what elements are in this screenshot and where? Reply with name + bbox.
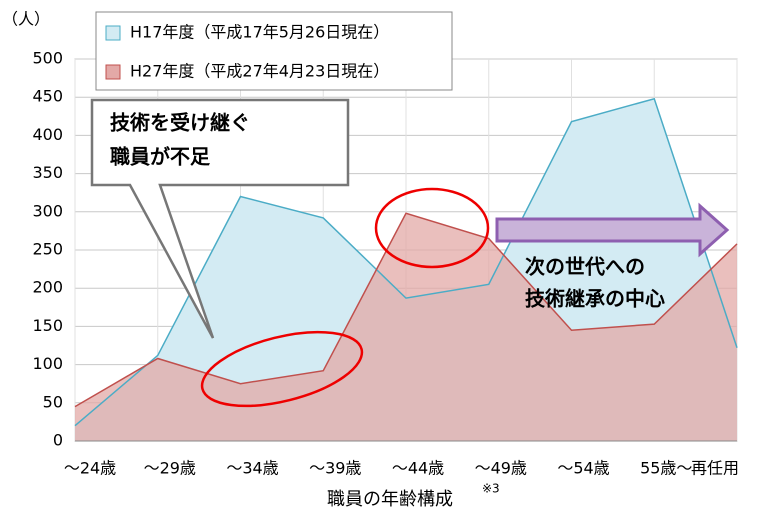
y-tick-label: 0 (53, 431, 63, 450)
y-tick-label: 100 (32, 354, 63, 373)
x-tick-label: 再任用 (691, 459, 739, 478)
legend-swatch (105, 25, 121, 41)
y-tick-label: 50 (43, 392, 63, 411)
annotation: 次の世代への (525, 255, 645, 279)
line (74, 97, 738, 427)
arrow (495, 202, 730, 258)
y-tick-label: 300 (32, 201, 63, 220)
annotation: 職員が不足 (110, 145, 211, 169)
y-tick-label: 200 (32, 278, 63, 297)
annotation: 技術を受け継ぐ (110, 111, 250, 135)
x-tick-label: 〜49歳 (475, 459, 527, 478)
x-tick-label: 〜44歳 (392, 459, 444, 478)
legend-label: H27年度（平成27年4月23日現在） (130, 62, 389, 81)
y-tick-label: 400 (32, 125, 63, 144)
y-axis-label: （人） (2, 10, 50, 29)
x-tick-label: 〜24歳 (64, 459, 116, 478)
y-tick-label: 350 (32, 163, 63, 182)
highlight-ellipse (374, 187, 490, 269)
x-tick-label: 〜54歳 (557, 459, 609, 478)
x-tick-label: 〜39歳 (309, 459, 361, 478)
legend: H17年度（平成17年5月26日現在） H27年度（平成27年4月23日現在） (95, 11, 453, 91)
y-tick-label: 500 (32, 49, 63, 68)
legend-swatch (105, 64, 121, 80)
x-axis-label: 職員の年齢構成 (327, 489, 453, 510)
legend-box (95, 11, 453, 91)
y-tick-label: 450 (32, 87, 63, 106)
legend-label: H17年度（平成17年5月26日現在） (130, 23, 389, 42)
callout: 技術を受け継ぐ 職員が不足 (90, 98, 350, 339)
x-tick-label: 〜34歳 (226, 459, 278, 478)
annotation: 技術継承の中心 (525, 287, 665, 311)
plot: 0 50 100 150 200 250 300 350 400 450 500 〜24歳 〜29歳 〜3… (32, 49, 739, 478)
x-axis-note: ※3 (482, 482, 500, 496)
line (74, 212, 738, 408)
callout-box (90, 98, 350, 339)
y-tick-label: 150 (32, 316, 63, 335)
highlight-ellipse (200, 330, 364, 408)
x-tick-label: 55歳〜 (640, 459, 692, 478)
x-tick-label: 〜29歳 (144, 459, 196, 478)
y-tick-label: 250 (32, 240, 63, 259)
